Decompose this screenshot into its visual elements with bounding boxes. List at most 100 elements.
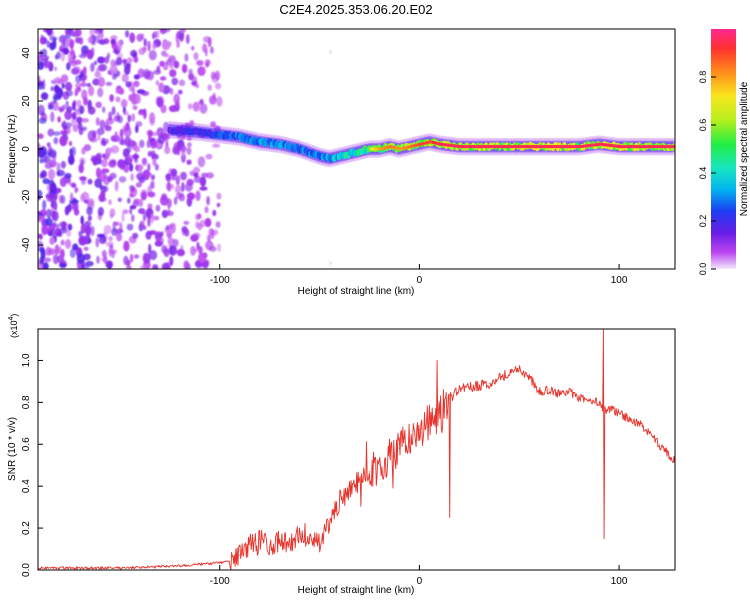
noise-speckle (86, 206, 93, 216)
y-tick-label: -20 (21, 189, 32, 204)
noise-speckle (121, 73, 129, 83)
noise-speckle (164, 53, 170, 58)
noise-speckle (212, 209, 217, 217)
noise-speckle (90, 62, 95, 72)
snr-point (618, 412, 620, 414)
noise-speckle (329, 261, 332, 265)
snr-panel: -100 0 100 0.0 0.2 0.4 0.6 0.8 1.0 Height of st… (7, 314, 676, 596)
snr-point (259, 538, 261, 540)
noise-speckle (207, 84, 212, 91)
noise-speckle (67, 106, 73, 113)
noise-speckle (329, 50, 332, 54)
noise-speckle (152, 31, 158, 39)
snr-point (338, 500, 341, 502)
noise-speckle (163, 121, 170, 133)
noise-speckle (145, 230, 152, 240)
ridge-peak (410, 144, 414, 148)
y-tick-label: 0.4 (21, 479, 32, 493)
ridge-peak (588, 143, 592, 147)
noise-speckle (141, 192, 147, 201)
noise-speckle (89, 29, 94, 37)
noise-speckle (207, 37, 212, 48)
noise-speckle (183, 260, 190, 269)
ridge-peak (450, 144, 453, 147)
noise-speckle (38, 233, 43, 240)
noise-speckle (108, 249, 118, 255)
noise-speckle (52, 222, 57, 227)
noise-speckle (39, 247, 45, 254)
ridge-peak (601, 143, 604, 146)
noise-speckle (155, 80, 159, 86)
noise-speckle (147, 150, 153, 156)
ridge-peak (445, 143, 448, 147)
snr-point (468, 387, 470, 389)
ridge-peak (597, 142, 601, 146)
noise-speckle (57, 116, 61, 123)
ridge-peak (583, 144, 586, 148)
noise-speckle (193, 172, 199, 178)
y-tick-label: 0.2 (21, 521, 32, 535)
ridge-peak (594, 143, 597, 147)
ridge-peak (525, 145, 529, 149)
noise-speckle (62, 129, 68, 136)
noise-speckle (149, 181, 155, 190)
noise-speckle (87, 178, 93, 185)
noise-speckle (39, 173, 45, 179)
noise-speckle (135, 164, 139, 172)
colorbar: 0.0 0.2 0.4 0.6 0.8 Normalized spectral ampl… (698, 29, 750, 275)
ridge-peak (477, 145, 480, 149)
x-tick-label: 100 (611, 576, 628, 587)
noise-speckle (127, 139, 136, 147)
snr-frame (37, 328, 676, 571)
ridge-peak (493, 145, 496, 149)
noise-speckle (74, 29, 82, 37)
noise-speckle (150, 140, 158, 149)
noise-speckle (38, 133, 44, 139)
ridge-peak (604, 143, 608, 147)
noise-speckle (123, 110, 129, 116)
noise-speckle (52, 131, 61, 136)
noise-speckle (100, 196, 107, 202)
ridge-peak (534, 145, 538, 149)
noise-speckle (165, 174, 172, 183)
snr-point (289, 544, 291, 546)
x-tick-label: 0 (417, 275, 423, 286)
snr-point (348, 489, 351, 491)
noise-speckle (125, 81, 132, 88)
noise-speckle (186, 159, 192, 165)
ridge-peak (511, 145, 514, 149)
ridge-peak (524, 145, 527, 149)
ridge-peak (565, 145, 568, 149)
ridge-peak (520, 145, 523, 149)
snr-point (119, 567, 121, 569)
noise-speckle (199, 98, 204, 105)
noise-speckle (178, 79, 186, 87)
noise-speckle (78, 54, 87, 59)
noise-speckle (181, 181, 185, 193)
noise-speckle (186, 135, 192, 141)
noise-speckle (53, 77, 62, 84)
noise-speckle (95, 237, 100, 248)
ridge-peak (545, 145, 549, 149)
noise-speckle (129, 163, 134, 172)
noise-speckle (168, 245, 177, 256)
ridge-peak (570, 145, 574, 149)
noise-speckle (82, 75, 86, 83)
snr-plot-area (38, 329, 675, 570)
noise-speckle (40, 34, 44, 45)
noise-speckle (68, 140, 73, 147)
noise-speckle (109, 208, 116, 218)
ridge-peak (475, 145, 478, 149)
noise-speckle (104, 125, 112, 132)
snr-point (358, 479, 361, 481)
noise-speckle (146, 172, 152, 177)
noise-speckle (117, 115, 123, 124)
noise-speckle (104, 56, 110, 64)
noise-speckle (177, 89, 183, 95)
noise-speckle (168, 105, 178, 113)
ridge-peak (423, 141, 426, 145)
ridge-peak (473, 145, 477, 149)
snr-point (608, 408, 610, 410)
noise-speckle (87, 106, 96, 115)
snr-point (528, 376, 530, 378)
